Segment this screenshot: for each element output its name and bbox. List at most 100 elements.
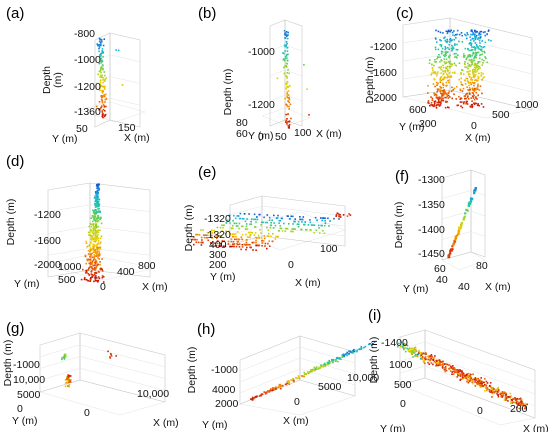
point-i-298 (445, 369, 448, 372)
point-d-295 (97, 183, 99, 185)
point-a-128 (100, 67, 102, 69)
point-c-394 (453, 30, 455, 32)
point-c-204 (473, 98, 476, 101)
point-c-259 (472, 69, 474, 71)
point-c-169 (468, 84, 470, 87)
point-c-96 (436, 101, 438, 104)
point-d-297 (94, 227, 97, 230)
point-i-182 (411, 349, 413, 352)
point-b-8 (285, 87, 287, 90)
point-e-11 (207, 239, 209, 242)
point-c-607 (472, 72, 474, 74)
point-e-249 (203, 236, 206, 239)
point-e-14 (231, 245, 234, 248)
point-c-481 (445, 51, 447, 53)
point-d-317 (94, 264, 96, 267)
point-e-331 (287, 215, 289, 217)
point-e-180 (230, 240, 233, 243)
point-h-161 (287, 381, 290, 384)
point-a-43 (98, 101, 101, 103)
point-b-69 (285, 54, 288, 57)
point-d-60 (89, 222, 91, 225)
z-axis-label: Depth (m) (2, 340, 14, 387)
point-h-40 (288, 381, 291, 383)
panel-label-a: (a) (6, 5, 24, 22)
point-i-221 (428, 363, 431, 365)
point-e-140 (222, 245, 225, 247)
point-i-305 (440, 361, 443, 363)
point-c-333 (470, 79, 472, 81)
point-c-353 (451, 39, 454, 41)
point-c-457 (477, 62, 479, 65)
point-a-117 (100, 44, 102, 47)
point-i-477 (505, 393, 508, 395)
point-c-61 (432, 71, 435, 74)
point-e-222 (339, 214, 341, 216)
point-e-318 (231, 235, 234, 238)
point-c-224 (481, 64, 483, 66)
x-tick-label: 200 (510, 403, 528, 415)
point-e-325 (225, 222, 228, 224)
point-e-370 (225, 230, 227, 232)
point-e-198 (246, 239, 248, 241)
point-d-77 (97, 255, 99, 257)
point-e-221 (323, 232, 326, 235)
y-axis-label: Y (m) (210, 271, 235, 283)
point-e-106 (238, 222, 241, 225)
point-e-143 (269, 227, 272, 229)
point-c-378 (439, 90, 442, 93)
point-e-248 (246, 243, 249, 246)
point-d-273 (85, 270, 88, 272)
point-b-91 (287, 126, 290, 129)
point-c-229 (454, 34, 456, 37)
point-c-605 (474, 69, 476, 71)
point-b-1 (288, 101, 290, 104)
point-e-47 (297, 226, 300, 228)
point-c-375 (479, 33, 482, 36)
point-e-329 (241, 233, 244, 236)
point-c-102 (461, 106, 464, 109)
point-c-11 (477, 37, 480, 39)
point-h-208 (268, 390, 271, 393)
point-i-31 (450, 367, 453, 369)
point-c-288 (467, 89, 469, 91)
point-i-103 (412, 356, 414, 358)
point-c-458 (466, 77, 469, 80)
point-b-94 (285, 44, 287, 47)
point-g-48 (64, 379, 67, 381)
point-e-298 (253, 226, 256, 228)
point-a-60 (104, 74, 106, 77)
x-tick-label: 0 (288, 259, 294, 271)
point-c-321 (482, 106, 485, 108)
point-c-401 (430, 104, 432, 106)
point-b-33 (285, 121, 287, 123)
grid-line (47, 204, 91, 212)
point-e-74 (246, 236, 249, 238)
point-d-42 (97, 234, 99, 236)
point-c-533 (431, 104, 434, 106)
point-a-116 (95, 105, 98, 108)
point-a-73 (105, 77, 107, 79)
point-d-259 (96, 230, 98, 232)
point-c-275 (435, 94, 438, 97)
point-i-339 (463, 375, 466, 377)
point-h-120 (273, 387, 275, 389)
point-d-387 (92, 230, 95, 232)
point-a-77 (99, 107, 102, 110)
point-c-632 (464, 61, 466, 63)
point-c-241 (433, 105, 435, 108)
point-e-207 (254, 232, 257, 234)
grid-line (39, 344, 81, 357)
point-a-52 (101, 85, 104, 87)
point-d-210 (94, 276, 96, 279)
point-c-384 (455, 37, 457, 39)
point-i-372 (459, 370, 461, 373)
point-e-105 (235, 222, 238, 225)
point-c-636 (454, 64, 457, 66)
point-c-225 (446, 38, 448, 41)
z-axis-label: Depth (41, 66, 53, 94)
point-e-63 (232, 243, 234, 245)
point-c-460 (469, 42, 472, 45)
point-a-114 (100, 74, 102, 77)
